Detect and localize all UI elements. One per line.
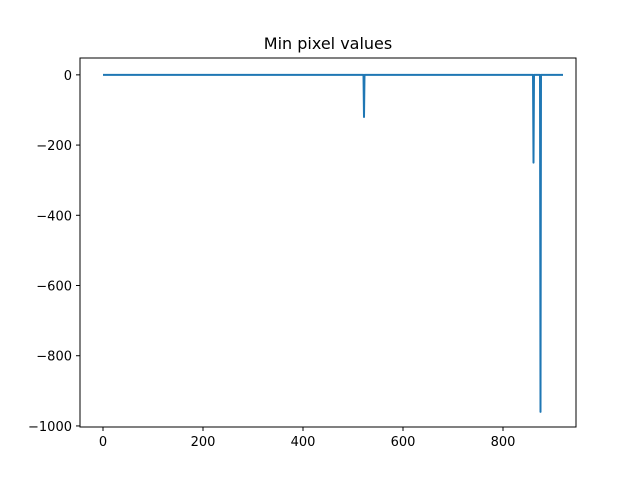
x-tick-label: 600 (391, 435, 416, 450)
y-axis: 0 −200 −400 −600 −800 −1000 (28, 69, 80, 435)
x-tick-label: 800 (491, 435, 516, 450)
x-axis: 0 200 400 600 800 (99, 427, 516, 450)
x-tick-label: 200 (191, 435, 216, 450)
x-tick-label: 400 (291, 435, 316, 450)
y-tick-label: 0 (64, 69, 72, 84)
y-tick-label: −600 (36, 280, 72, 295)
y-tick-label: −200 (36, 139, 72, 154)
chart-title: Min pixel values (264, 34, 392, 53)
y-tick-label: −800 (36, 350, 72, 365)
series-line-0 (103, 73, 563, 413)
y-tick-label: −1000 (28, 420, 72, 435)
plot-area (103, 73, 563, 413)
plot-frame (79, 57, 577, 428)
x-tick-label: 0 (99, 435, 107, 450)
y-tick-label: −400 (36, 209, 72, 224)
